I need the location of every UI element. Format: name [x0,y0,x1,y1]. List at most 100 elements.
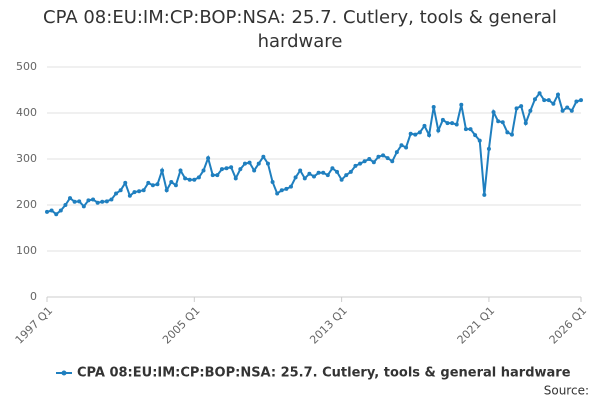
point [210,173,215,178]
point [169,180,174,184]
point [49,208,54,213]
point [146,180,151,185]
y-tick-label: 100 [16,244,37,257]
point [137,189,142,194]
point [325,173,330,178]
point [242,161,247,166]
point [454,122,459,127]
point [353,163,358,168]
point [560,108,565,113]
point [463,127,468,132]
source: Source: [544,384,589,398]
point [164,188,169,193]
point [219,167,224,172]
point [233,176,238,181]
y-tick-label: 0 [30,290,37,303]
point [390,159,395,164]
point [229,165,234,170]
point [265,161,270,166]
point [358,161,363,166]
point [118,188,123,193]
point [509,132,514,137]
point [261,154,266,159]
point [523,121,528,126]
point [491,110,496,115]
point [542,98,547,103]
point [288,184,293,189]
point [312,174,316,179]
point [224,166,229,171]
point [445,121,450,126]
point [104,199,109,204]
point [321,170,326,175]
legend-marker [61,370,67,376]
point [178,168,183,173]
point [555,92,560,97]
x-tick-label: 2021 Q1 [455,304,498,347]
point [505,130,510,135]
point [482,192,487,197]
point [427,133,432,138]
x-tick-label: 2026 Q1 [547,304,590,347]
point [252,168,257,173]
point [63,203,68,207]
x-tick-label: 2005 Q1 [160,304,203,347]
point [206,156,211,161]
point [413,132,418,137]
point [417,130,422,135]
point [528,108,533,113]
point [238,167,243,172]
point [565,105,570,110]
point [141,188,146,193]
point [569,108,574,113]
point [201,168,206,173]
point [394,150,399,155]
point [348,169,353,174]
point [196,175,201,180]
point [284,186,289,191]
point [404,145,409,150]
point [91,197,96,202]
point [58,208,63,213]
point [500,120,505,125]
legend-label: CPA 08:EU:IM:CP:BOP:NSA: 25.7. Cutlery, … [77,366,571,381]
point [367,157,372,161]
y-tick-label: 300 [16,152,37,165]
point [330,166,335,171]
point [468,127,473,132]
point [450,121,455,126]
point [537,91,542,96]
point [72,199,77,204]
point [100,199,105,204]
point [54,212,59,217]
point [381,153,386,158]
point [385,156,390,161]
point [127,193,132,198]
point [477,138,482,143]
point [298,168,303,173]
point [270,180,275,184]
point [344,173,349,178]
point [123,180,128,185]
point [519,104,524,109]
point [293,175,298,180]
point [399,143,404,148]
point [95,200,100,205]
x-tick-label: 2013 Q1 [307,304,350,347]
point [160,168,165,173]
point [459,102,464,107]
point [150,183,155,188]
point [551,101,556,106]
point [514,106,519,111]
point [546,98,551,103]
point [496,119,501,124]
point [440,117,445,122]
point [155,182,160,187]
point [81,204,86,209]
point [109,197,114,202]
point [579,98,583,103]
point [316,170,321,175]
point [422,123,427,128]
